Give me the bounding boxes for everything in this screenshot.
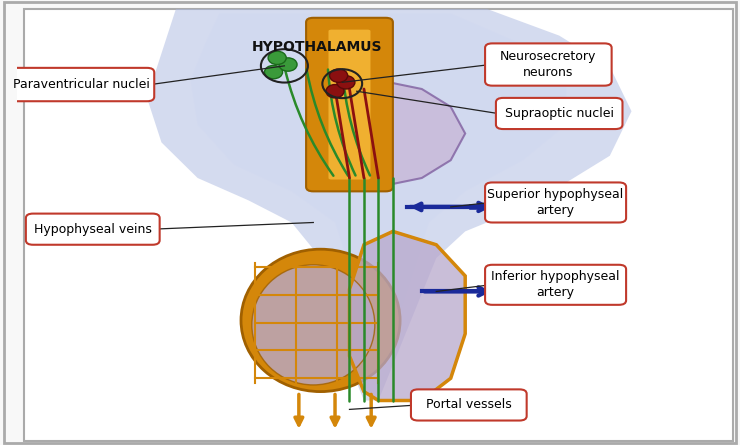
Text: HYPOTHALAMUS: HYPOTHALAMUS xyxy=(252,40,382,54)
Polygon shape xyxy=(349,231,465,400)
Polygon shape xyxy=(364,80,465,187)
FancyBboxPatch shape xyxy=(411,389,527,421)
Ellipse shape xyxy=(241,249,400,392)
Ellipse shape xyxy=(329,69,348,82)
Ellipse shape xyxy=(264,65,283,79)
FancyBboxPatch shape xyxy=(306,18,393,191)
Ellipse shape xyxy=(337,76,355,89)
Ellipse shape xyxy=(279,58,297,71)
FancyBboxPatch shape xyxy=(485,265,626,305)
FancyBboxPatch shape xyxy=(485,44,612,85)
FancyBboxPatch shape xyxy=(10,68,154,101)
Text: Superior hypophyseal
artery: Superior hypophyseal artery xyxy=(488,188,624,217)
Ellipse shape xyxy=(326,85,344,98)
FancyBboxPatch shape xyxy=(328,29,371,180)
Text: Neurosecretory
neurons: Neurosecretory neurons xyxy=(500,50,596,79)
Ellipse shape xyxy=(268,51,286,65)
Text: Paraventricular nuclei: Paraventricular nuclei xyxy=(13,78,150,91)
Text: Supraoptic nuclei: Supraoptic nuclei xyxy=(505,107,613,120)
FancyBboxPatch shape xyxy=(496,98,622,129)
FancyBboxPatch shape xyxy=(26,214,160,245)
Ellipse shape xyxy=(252,265,374,385)
Text: Inferior hypophyseal
artery: Inferior hypophyseal artery xyxy=(491,270,620,299)
FancyBboxPatch shape xyxy=(485,182,626,222)
Text: Hypophyseal veins: Hypophyseal veins xyxy=(34,222,152,236)
Polygon shape xyxy=(147,9,631,400)
Text: Portal vessels: Portal vessels xyxy=(426,398,511,412)
FancyBboxPatch shape xyxy=(24,9,733,441)
Polygon shape xyxy=(190,13,566,356)
